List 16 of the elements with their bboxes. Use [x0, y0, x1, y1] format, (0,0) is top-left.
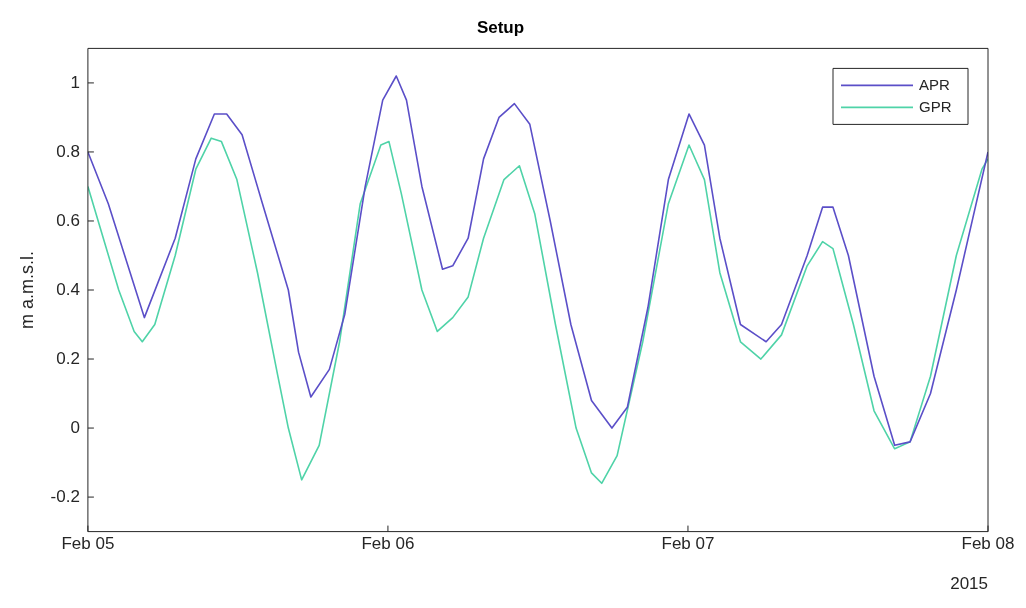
y-tick-label: 1: [70, 72, 80, 92]
y-tick-label: 0.4: [56, 279, 80, 299]
y-axis-title: m a.m.s.l.: [16, 250, 37, 330]
y-tick-label: -0.2: [50, 486, 80, 506]
x-tick-label: Feb 07: [661, 534, 715, 554]
legend-label: GPR: [919, 97, 952, 115]
x-tick-label: Feb 08: [961, 534, 1015, 554]
y-tick-label: 0.6: [56, 210, 80, 230]
y-tick-label: 0.8: [56, 141, 80, 161]
x-tick-label: Feb 06: [361, 534, 415, 554]
legend-label: APR: [919, 75, 951, 93]
x-tick-label: Feb 05: [61, 534, 115, 554]
y-tick-label: 0: [70, 417, 80, 437]
chart-title: Setup: [476, 17, 525, 37]
y-tick-label: 0.2: [56, 348, 80, 368]
text: 2015: [950, 573, 988, 593]
